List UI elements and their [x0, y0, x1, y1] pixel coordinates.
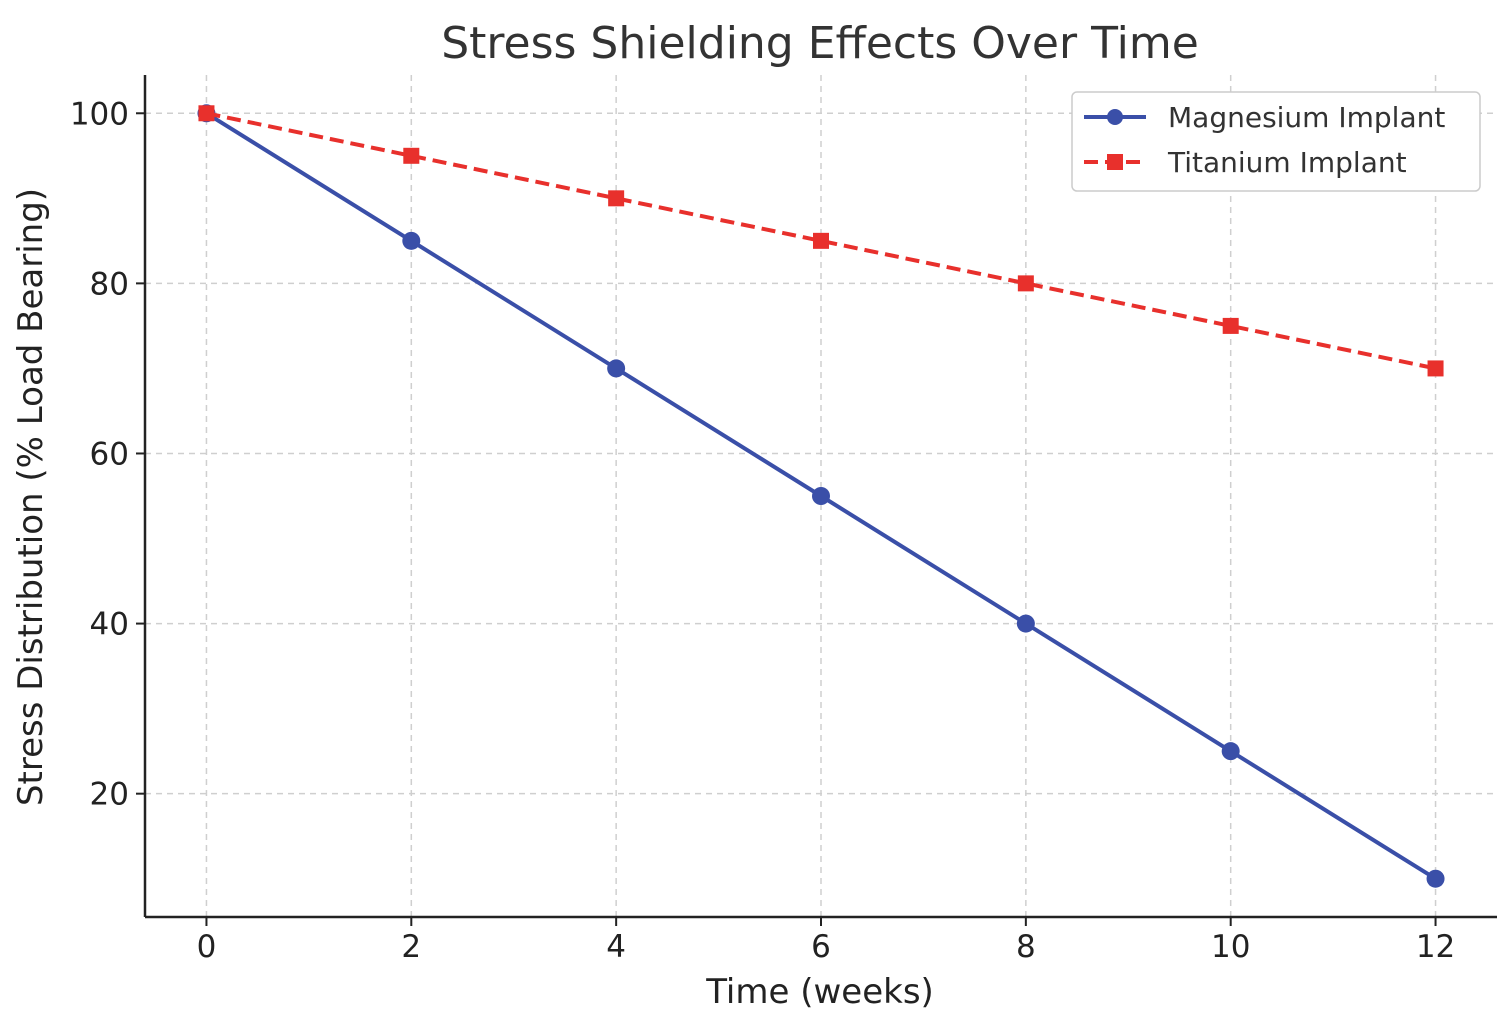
- data-point-titanium: [1222, 317, 1239, 334]
- legend: Magnesium Implant Titanium Implant: [1071, 91, 1481, 192]
- data-point-magnesium: [812, 487, 830, 505]
- y-axis-label: Stress Distribution (% Load Bearing): [11, 188, 51, 806]
- x-tick-label: 8: [1016, 929, 1036, 965]
- data-point-titanium: [403, 147, 420, 164]
- data-point-titanium: [198, 105, 215, 122]
- x-tick-label: 10: [1211, 929, 1250, 965]
- data-point-titanium: [1427, 360, 1444, 377]
- legend-marker-titanium: [1107, 154, 1123, 170]
- data-point-magnesium: [1016, 614, 1035, 633]
- legend-marker-magnesium: [1107, 109, 1123, 125]
- data-point-magnesium: [1426, 869, 1445, 888]
- x-axis-label: Time (weeks): [705, 972, 934, 1012]
- x-tick-label: 0: [197, 929, 217, 965]
- legend-entry-magnesium: Magnesium Implant: [1084, 101, 1445, 134]
- y-tick-label: 40: [90, 607, 129, 643]
- y-tick-label: 100: [70, 96, 129, 132]
- data-point-magnesium: [607, 359, 626, 378]
- legend-entry-titanium: Titanium Implant: [1084, 146, 1407, 179]
- x-tick-label: 4: [606, 929, 626, 965]
- y-tick-label: 80: [90, 266, 129, 302]
- legend-box: [1071, 91, 1481, 192]
- legend-label-magnesium: Magnesium Implant: [1168, 101, 1445, 134]
- x-tick-label: 12: [1416, 929, 1455, 965]
- x-tick-label: 2: [401, 929, 421, 965]
- legend-label-titanium: Titanium Implant: [1167, 146, 1407, 179]
- data-point-magnesium: [1221, 742, 1240, 761]
- axes: 0 2 4 6 8 10 12 20 40 60 80 100: [70, 75, 1497, 965]
- chart-title: Stress Shielding Effects Over Time: [441, 18, 1199, 69]
- y-tick-label: 20: [90, 777, 129, 813]
- data-point-titanium: [1017, 275, 1034, 292]
- data-point-titanium: [813, 232, 829, 249]
- data-point-magnesium: [402, 231, 421, 250]
- series-layer: [197, 104, 1445, 888]
- data-point-titanium: [608, 190, 625, 207]
- x-tick-label: 6: [811, 929, 831, 965]
- y-tick-label: 60: [90, 436, 129, 472]
